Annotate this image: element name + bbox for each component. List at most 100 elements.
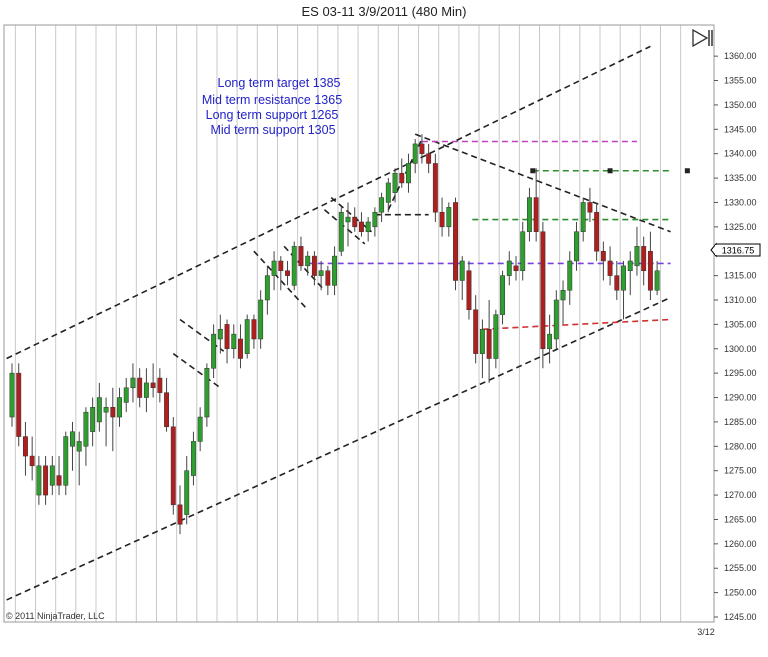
candle bbox=[647, 231, 653, 300]
candle bbox=[137, 368, 143, 408]
play-icon bbox=[692, 28, 709, 48]
y-tick-label: 1355.00 bbox=[724, 76, 757, 86]
candle-body-down bbox=[164, 392, 170, 428]
candle bbox=[96, 382, 102, 432]
y-tick-label: 1255.00 bbox=[724, 563, 757, 573]
candle bbox=[513, 256, 519, 281]
candle bbox=[621, 260, 626, 320]
level-marker bbox=[684, 168, 690, 174]
candle bbox=[600, 241, 606, 281]
candle bbox=[197, 407, 203, 452]
candle bbox=[574, 221, 579, 271]
candle bbox=[432, 153, 438, 222]
candle-body-up bbox=[526, 197, 532, 232]
y-tick-label: 1330.00 bbox=[724, 197, 757, 207]
candle bbox=[318, 260, 324, 291]
candle-body-down bbox=[540, 231, 546, 350]
trendline-flag-c-top bbox=[330, 196, 373, 233]
candle bbox=[204, 363, 210, 427]
trendline-flag-c-bottom bbox=[323, 209, 366, 245]
candle-body-up bbox=[506, 260, 512, 276]
candle-body-up bbox=[580, 202, 586, 232]
candle bbox=[419, 134, 425, 164]
candle-body-up bbox=[567, 260, 573, 291]
candle-body-up bbox=[123, 387, 129, 403]
annotation-long-term-target: Long term target 1385 bbox=[218, 76, 341, 90]
candle-body-up bbox=[244, 319, 250, 354]
candle bbox=[9, 363, 15, 427]
candle-body-up bbox=[459, 260, 465, 281]
candle-body-down bbox=[600, 250, 606, 262]
candle-body-down bbox=[16, 372, 22, 437]
candle-body-up bbox=[184, 470, 190, 515]
candle-body-down bbox=[170, 426, 176, 506]
markers bbox=[530, 168, 690, 174]
candles bbox=[9, 134, 660, 535]
candle bbox=[412, 139, 418, 174]
candle bbox=[473, 295, 479, 364]
candle bbox=[365, 217, 371, 242]
annotation-mid-term-resistance: Mid term resistance 1365 bbox=[202, 93, 342, 107]
candle-body-up bbox=[406, 163, 411, 184]
candle bbox=[614, 260, 620, 300]
candle-body-down bbox=[157, 377, 163, 393]
candle-body-up bbox=[634, 246, 640, 267]
candle-body-up bbox=[231, 333, 237, 350]
candle bbox=[83, 407, 89, 466]
candle-body-up bbox=[9, 372, 15, 418]
candle bbox=[217, 314, 223, 354]
candle bbox=[170, 417, 176, 515]
candle-body-down bbox=[177, 504, 183, 525]
candle bbox=[244, 314, 250, 359]
candle bbox=[184, 456, 190, 525]
candle-body-down bbox=[486, 329, 492, 359]
candle-body-up bbox=[412, 143, 418, 164]
y-tick-label: 1325.00 bbox=[724, 222, 757, 232]
candle bbox=[123, 378, 129, 413]
candle bbox=[385, 178, 391, 213]
price-axis: 1245.00 1250.00 1255.00 1260.00 1265.00 1270.… bbox=[714, 51, 757, 622]
candle-body-up bbox=[217, 329, 223, 340]
candle bbox=[372, 207, 378, 237]
candle bbox=[251, 314, 257, 349]
candle-body-up bbox=[379, 197, 385, 213]
scroll-to-end-button[interactable] bbox=[690, 27, 714, 49]
level-marker bbox=[607, 168, 613, 174]
candle-body-down bbox=[419, 143, 425, 154]
candle bbox=[298, 236, 304, 271]
candle-body-down bbox=[358, 221, 364, 232]
candle bbox=[56, 456, 62, 496]
trendline-red-level bbox=[482, 318, 671, 331]
y-tick-label: 1270.00 bbox=[724, 490, 757, 500]
candle-body-down bbox=[110, 407, 116, 418]
candle bbox=[103, 397, 109, 447]
candle bbox=[587, 187, 593, 222]
candle-body-up bbox=[627, 260, 633, 271]
candle bbox=[143, 368, 149, 413]
candle bbox=[459, 256, 465, 300]
candle-body-up bbox=[547, 333, 553, 350]
y-tick-label: 1360.00 bbox=[724, 51, 757, 61]
candle bbox=[157, 368, 163, 403]
candle bbox=[358, 212, 364, 237]
candle bbox=[29, 436, 35, 481]
candle bbox=[338, 207, 344, 257]
candle bbox=[305, 251, 311, 276]
candle bbox=[406, 153, 411, 193]
candle bbox=[580, 197, 586, 242]
candle-body-up bbox=[560, 289, 566, 301]
candle bbox=[392, 168, 398, 203]
candle-body-up bbox=[305, 255, 311, 267]
candle-body-up bbox=[96, 397, 102, 423]
x-axis-date-label: 3/12 bbox=[697, 627, 715, 637]
y-tick-label: 1265.00 bbox=[724, 514, 757, 524]
candle-body-up bbox=[365, 221, 371, 232]
y-tick-label: 1335.00 bbox=[724, 173, 757, 183]
candle bbox=[553, 290, 559, 349]
candle bbox=[567, 251, 573, 305]
y-tick-label: 1285.00 bbox=[724, 417, 757, 427]
candle-body-up bbox=[621, 265, 626, 291]
candle bbox=[352, 207, 358, 232]
candle-body-up bbox=[130, 377, 136, 389]
